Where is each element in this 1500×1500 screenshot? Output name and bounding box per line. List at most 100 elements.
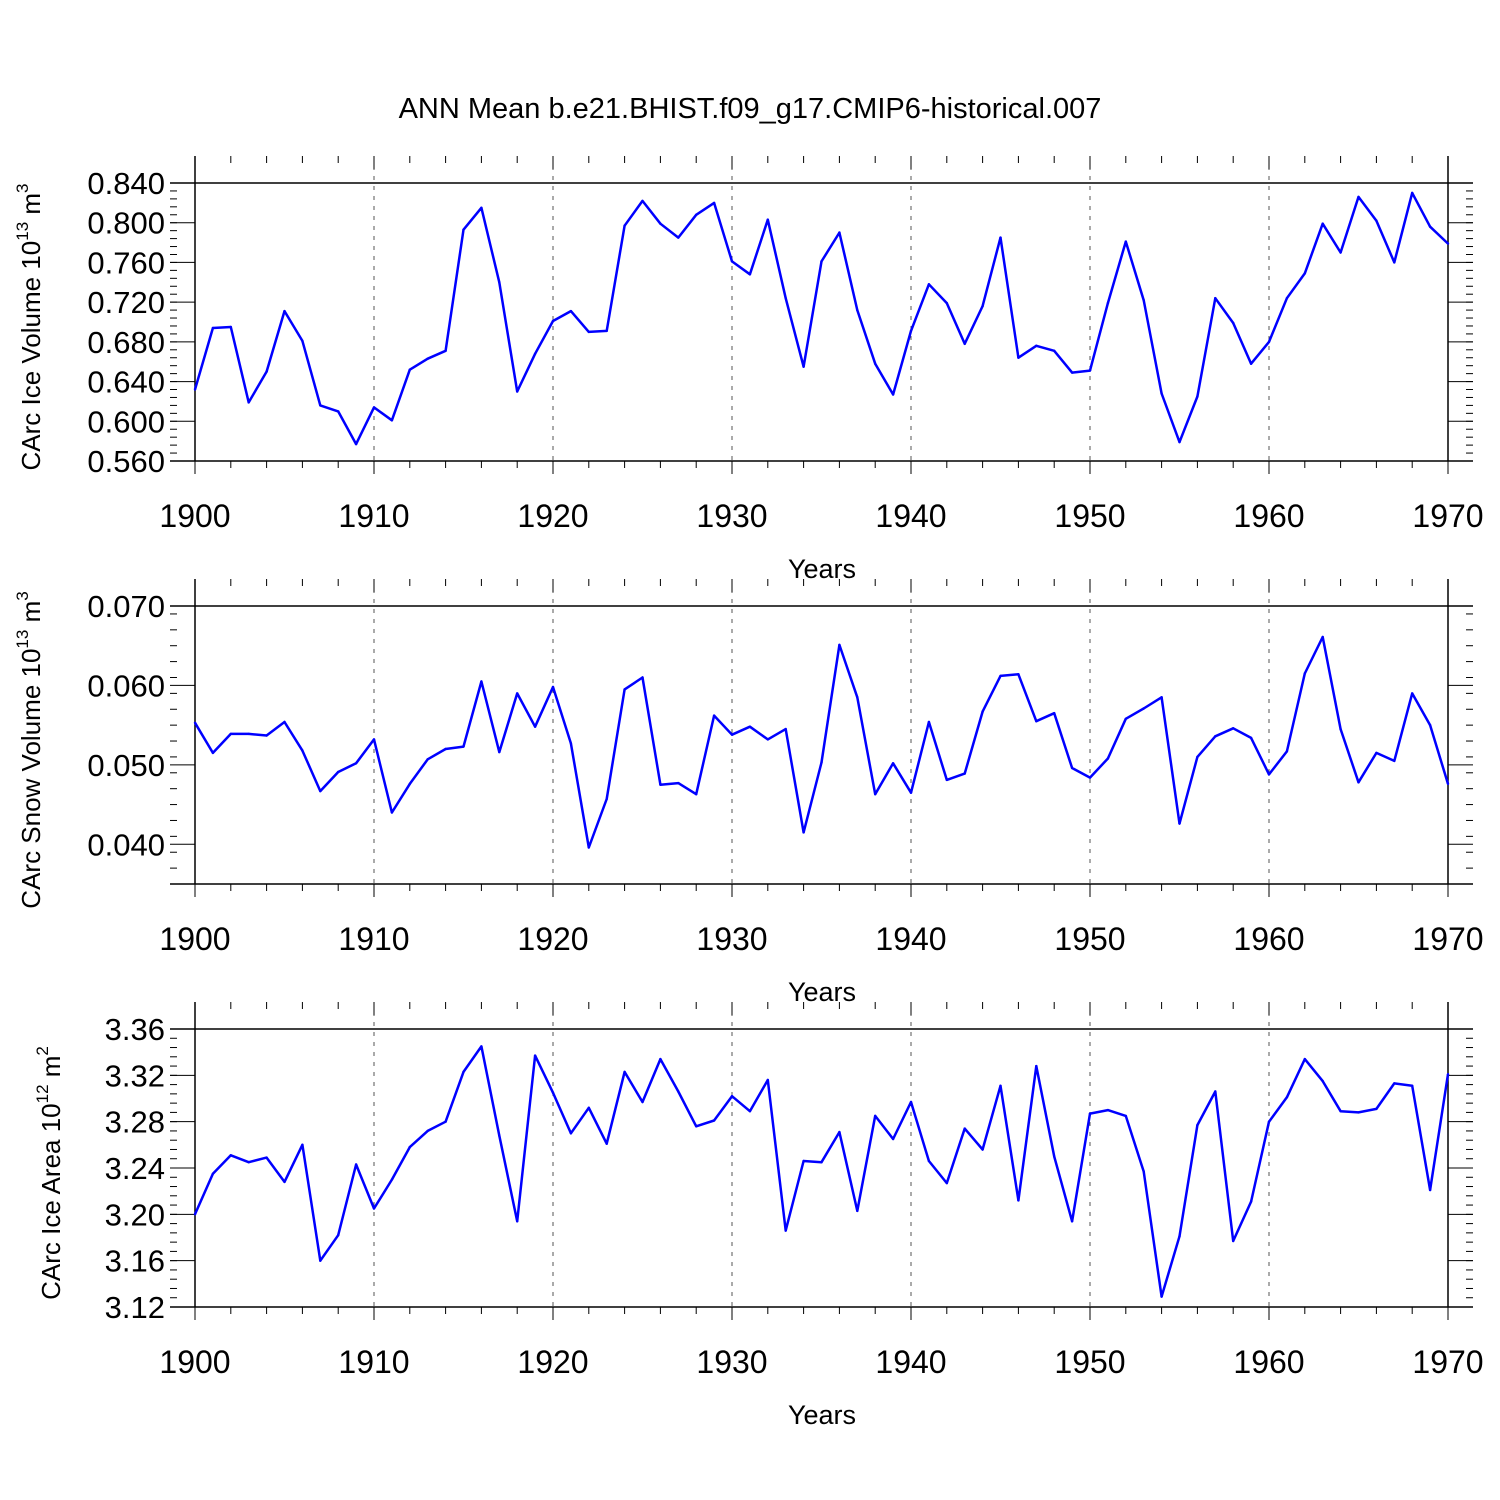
- series-line: [193, 191, 1449, 446]
- data-point: [891, 393, 895, 396]
- data-point: [462, 228, 465, 231]
- x-tick-label: 1970: [1412, 921, 1483, 957]
- data-point: [1214, 735, 1217, 738]
- data-point: [1267, 773, 1271, 776]
- data-point: [1035, 720, 1038, 723]
- data-point: [963, 772, 966, 775]
- x-tick-label: 1960: [1233, 498, 1304, 534]
- data-point: [784, 1229, 787, 1232]
- data-point: [1267, 340, 1271, 344]
- data-point: [820, 260, 823, 263]
- data-point: [1428, 1188, 1432, 1192]
- data-point: [444, 1120, 447, 1123]
- data-point: [1196, 395, 1199, 398]
- data-point: [1035, 1064, 1038, 1068]
- data-point: [802, 831, 805, 834]
- data-point: [1285, 297, 1289, 300]
- data-point: [891, 1137, 895, 1141]
- y-tick-label: 3.12: [105, 1290, 165, 1325]
- data-point: [551, 319, 555, 323]
- data-point: [945, 301, 948, 305]
- data-point: [1232, 1239, 1235, 1243]
- data-point: [748, 273, 752, 276]
- data-point: [838, 1130, 841, 1134]
- data-point: [498, 1134, 501, 1137]
- data-point: [623, 224, 626, 227]
- data-point: [820, 1161, 823, 1164]
- data-point: [247, 1161, 250, 1164]
- y-tick-label: 3.20: [105, 1197, 165, 1232]
- data-point: [390, 1178, 394, 1181]
- data-point: [569, 1132, 573, 1135]
- data-point: [1375, 1107, 1378, 1111]
- x-axis-label: Years: [788, 1400, 856, 1430]
- data-point: [1321, 1079, 1324, 1083]
- y-tick-label: 0.800: [87, 206, 165, 241]
- data-point: [498, 281, 501, 284]
- y-tick-label: 3.36: [105, 1012, 165, 1047]
- data-point: [1339, 727, 1342, 731]
- data-point: [1339, 251, 1342, 254]
- data-point: [909, 791, 913, 794]
- data-point: [1196, 755, 1199, 759]
- y-tick-label: 3.16: [105, 1244, 165, 1279]
- data-point: [1124, 1114, 1128, 1118]
- chart-title: ANN Mean b.e21.BHIST.f09_g17.CMIP6-histo…: [399, 93, 1102, 125]
- y-tick-label: 0.680: [87, 325, 165, 360]
- data-point: [480, 1045, 483, 1048]
- data-point: [283, 1180, 286, 1184]
- data-point: [838, 643, 841, 647]
- data-point: [1196, 1123, 1199, 1127]
- y-tick-label: 3.28: [105, 1105, 165, 1140]
- data-point: [444, 747, 447, 751]
- data-point: [748, 1110, 752, 1113]
- data-point: [265, 370, 268, 373]
- data-point: [354, 442, 358, 446]
- data-point: [587, 846, 590, 849]
- data-point: [838, 231, 841, 234]
- data-point: [927, 720, 931, 724]
- data-point: [444, 349, 447, 352]
- x-axis-label: Years: [788, 977, 856, 1007]
- data-point: [1232, 727, 1235, 730]
- data-point: [1357, 195, 1360, 199]
- data-point: [1053, 349, 1056, 352]
- data-point: [605, 1142, 608, 1145]
- data-point: [1017, 1199, 1020, 1202]
- data-point: [874, 1114, 877, 1118]
- data-point: [211, 751, 215, 755]
- data-point: [408, 1145, 411, 1149]
- data-point: [569, 309, 573, 313]
- data-point: [390, 419, 394, 422]
- data-point: [1285, 750, 1289, 753]
- data-point: [569, 742, 573, 745]
- data-point: [408, 782, 411, 786]
- data-point: [641, 676, 644, 679]
- data-point: [1017, 356, 1020, 359]
- data-point: [981, 1148, 984, 1151]
- data-point: [784, 727, 787, 731]
- y-tick-label: 0.060: [87, 668, 165, 703]
- data-point: [498, 750, 501, 754]
- data-point: [480, 206, 483, 209]
- data-point: [712, 1119, 716, 1122]
- data-point: [533, 725, 537, 728]
- data-point: [677, 1090, 680, 1093]
- data-point: [337, 770, 340, 774]
- data-point: [229, 732, 232, 736]
- x-tick-label: 1910: [338, 1344, 409, 1380]
- x-tick-label: 1900: [159, 921, 230, 957]
- x-tick-label: 1920: [517, 1344, 588, 1380]
- data-point: [1411, 1084, 1414, 1088]
- y-tick-label: 0.720: [87, 285, 165, 320]
- data-point: [730, 733, 734, 736]
- series-line: [193, 1045, 1450, 1298]
- data-point: [659, 222, 662, 225]
- data-point: [229, 1154, 232, 1157]
- data-point: [265, 734, 268, 737]
- data-point: [426, 758, 429, 761]
- data-point: [1035, 344, 1038, 347]
- x-tick-label: 1930: [696, 1344, 767, 1380]
- data-point: [1411, 692, 1414, 695]
- x-tick-label: 1910: [338, 498, 409, 534]
